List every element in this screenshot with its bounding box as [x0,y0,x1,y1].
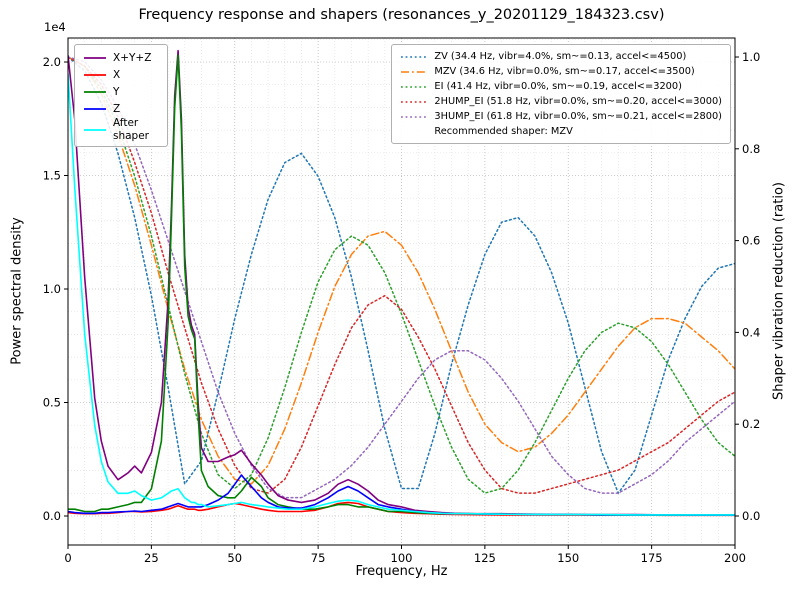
legend-psd: X+Y+Z X Y Z After shaper [74,44,168,148]
x-tick-label: 75 [311,551,326,565]
legend-item-label: MZV (34.6 Hz, vibr=0.0%, sm~=0.17, accel… [434,66,695,77]
y-right-axis-label: Shaper vibration reduction (ratio) [771,182,787,400]
legend-item-x: X [83,66,159,83]
y-left-tick-label: 0.0 [43,509,61,523]
legend-item-2hump-ei: 2HUMP_EI (51.8 Hz, vibr=0.0%, sm~=0.20, … [400,94,722,109]
legend-item-label: After shaper [113,117,150,142]
legend-line-swatch [84,90,106,93]
legend-item-z: Z [83,100,159,117]
x-tick-label: 0 [64,551,71,565]
y-left-axis-multiplier: 1e4 [44,20,66,34]
tick-marks [64,56,739,549]
y-left-tick-label: 1.0 [43,282,61,296]
legend-item-mzv: MZV (34.6 Hz, vibr=0.0%, sm~=0.17, accel… [400,64,722,79]
legend-item-y: Y [83,83,159,100]
y-right-tick-label: 0.4 [742,325,760,339]
legend-item-xyz: X+Y+Z [83,49,159,66]
shaper-curve-ei [68,56,735,494]
chart-title: Frequency response and shapers (resonanc… [138,7,665,23]
psd-curve-after-shaper [68,73,735,516]
legend-line-swatch [84,128,106,131]
shaper-curve-3hump-ei [68,56,735,499]
legend-item-label: Z [113,102,121,115]
legend-item-label: Y [113,85,120,98]
y-right-tick-label: 0.0 [742,509,760,523]
legend-item-ei: EI (41.4 Hz, vibr=0.0%, sm~=0.19, accel<… [400,79,722,94]
series-lines [68,49,735,517]
x-tick-label: 100 [391,551,413,565]
legend-item-recommended: Recommended shaper: MZV [434,124,722,139]
x-axis-label: Frequency, Hz [355,564,448,579]
x-tick-label: 150 [557,551,579,565]
legend-item-zv: ZV (34.4 Hz, vibr=4.0%, sm~=0.13, accel<… [400,49,722,64]
y-left-tick-label: 0.5 [43,396,61,410]
x-tick-label: 50 [227,551,242,565]
x-tick-label: 175 [641,551,663,565]
legend-item-label: X [113,68,121,81]
recommended-shaper-label: Recommended shaper: MZV [434,126,573,137]
legend-item-label: EI (41.4 Hz, vibr=0.0%, sm~=0.19, accel<… [434,81,682,92]
shaper-curve-2hump-ei [68,56,735,494]
tick-labels: 0 25 50 75 100 125 150 175 200 0.0 0.5 1.0 1.5 2.0 0.0… [43,50,761,565]
y-right-tick-label: 0.2 [742,417,760,431]
x-tick-label: 200 [724,551,746,565]
y-right-tick-label: 1.0 [742,50,760,64]
legend-line-swatch [84,56,106,59]
legend-line-swatch [84,73,106,76]
legend-line-swatch [401,115,428,118]
legend-item-label: 2HUMP_EI (51.8 Hz, vibr=0.0%, sm~=0.20, … [434,96,722,107]
shaper-curve-zv [68,56,735,495]
legend-item-label: ZV (34.4 Hz, vibr=4.0%, sm~=0.13, accel<… [434,51,687,62]
x-tick-label: 25 [144,551,159,565]
y-left-tick-label: 1.5 [43,169,61,183]
legend-item-3hump-ei: 3HUMP_EI (61.8 Hz, vibr=0.0%, sm~=0.21, … [400,109,722,124]
legend-line-swatch [401,70,428,73]
legend-line-swatch [401,85,428,88]
y-left-axis-label: Power spectral density [9,217,25,365]
legend-line-swatch [84,107,106,110]
legend-item-after-shaper: After shaper [83,117,159,142]
legend-item-label: X+Y+Z [113,51,152,64]
y-right-tick-label: 0.8 [742,142,760,156]
legend-shapers: ZV (34.4 Hz, vibr=4.0%, sm~=0.13, accel<… [391,44,731,144]
y-right-tick-label: 0.6 [742,234,760,248]
y-left-tick-label: 2.0 [43,55,61,69]
legend-item-label: 3HUMP_EI (61.8 Hz, vibr=0.0%, sm~=0.21, … [434,111,722,122]
legend-line-swatch [401,55,428,58]
legend-line-swatch [401,100,428,103]
x-tick-label: 125 [474,551,496,565]
